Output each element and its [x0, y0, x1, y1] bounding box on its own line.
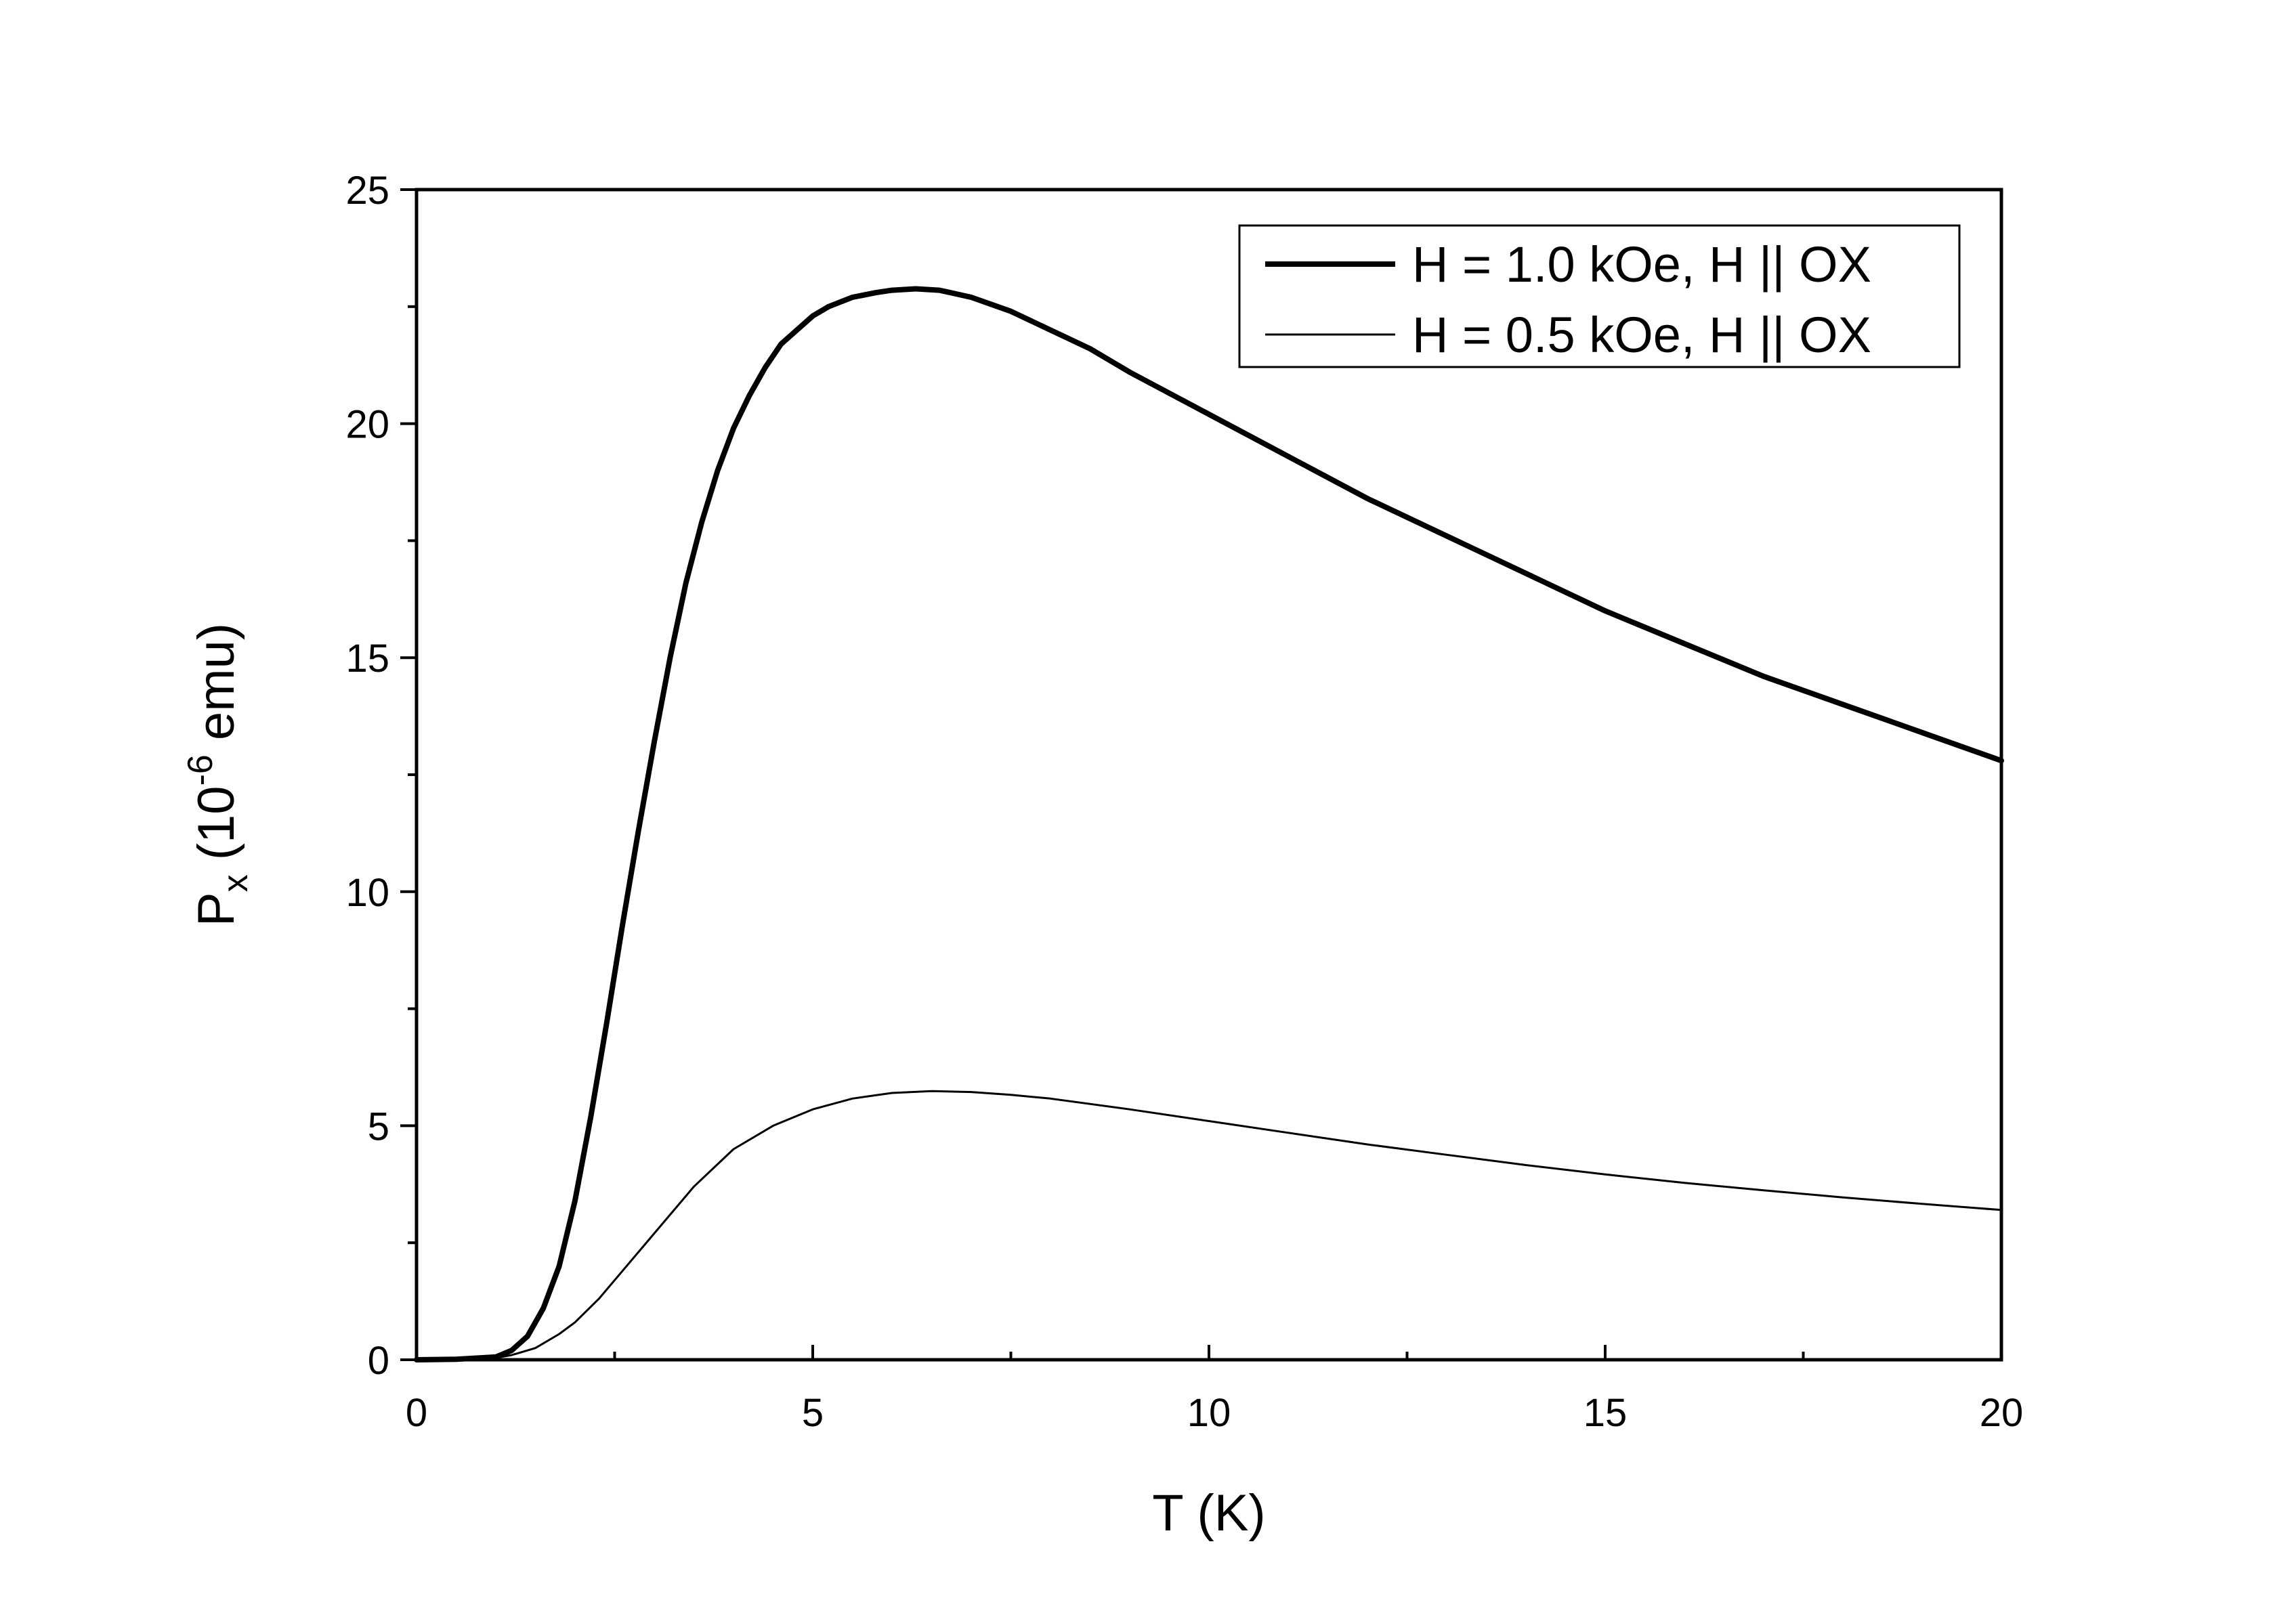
y-tick-label: 15 — [345, 637, 389, 681]
y-tick-label: 10 — [345, 871, 389, 915]
series-line-1 — [414, 286, 2004, 1362]
x-tick-label: 10 — [1187, 1391, 1231, 1435]
series-line-2 — [415, 1090, 2003, 1361]
y-axis-title-pre: (10 — [188, 786, 245, 874]
y-tick-label: 25 — [345, 169, 389, 213]
series-layer — [414, 286, 2004, 1362]
ticks-layer: 0 5 10 15 20 0 5 10 15 20 25 — [345, 169, 2023, 1435]
y-tick-label: 20 — [345, 403, 389, 447]
legend-box — [1238, 224, 1961, 368]
y-axis-title: Px (10-6 emu) — [181, 623, 255, 926]
y-tick-label: 5 — [368, 1104, 389, 1148]
legend-label-series-1: H = 1.0 kOe, H || OX — [1412, 236, 1871, 293]
legend: H = 1.0 kOe, H || OX H = 0.5 kOe, H || O… — [1238, 224, 1961, 368]
legend-label-series-2: H = 0.5 kOe, H || OX — [1412, 307, 1871, 363]
x-tick-label: 15 — [1583, 1391, 1628, 1435]
x-axis-title: T (K) — [1152, 1484, 1265, 1542]
y-axis-title-main: P — [188, 892, 245, 926]
y-axis-title-sup: -6 — [181, 754, 220, 786]
x-tick-label: 20 — [1980, 1391, 2024, 1435]
x-tick-label: 0 — [406, 1391, 427, 1435]
y-axis-title-sub: x — [216, 874, 255, 892]
x-tick-label: 5 — [802, 1391, 824, 1435]
y-axis-title-post: emu) — [188, 623, 245, 754]
y-tick-label: 0 — [368, 1339, 389, 1383]
